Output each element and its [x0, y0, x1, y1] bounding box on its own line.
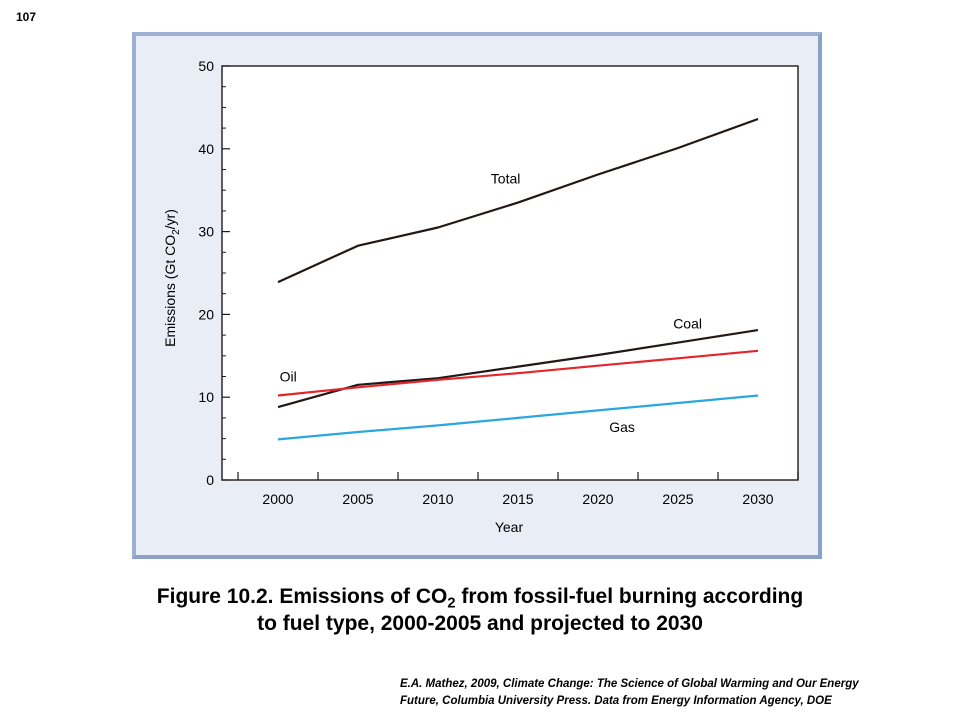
page-number: 107	[16, 10, 37, 24]
y-tick-label: 40	[198, 141, 214, 157]
x-tick-label: 2015	[502, 491, 533, 507]
series-line-oil	[277, 349, 759, 397]
series-label-gas: Gas	[609, 419, 635, 435]
x-tick-label: 2000	[262, 491, 293, 507]
x-tick-label: 2025	[662, 491, 693, 507]
figure-caption-line2: to fuel type, 2000-2005 and projected to…	[257, 612, 703, 635]
y-tick-label: 0	[206, 472, 214, 488]
source-citation-line1: E.A. Mathez, 2009, Climate Change: The S…	[400, 678, 859, 690]
series-label-oil: Oil	[280, 368, 297, 384]
y-tick-label: 50	[198, 58, 214, 74]
series-line-total	[277, 117, 759, 284]
x-tick-label: 2020	[582, 491, 613, 507]
series-label-total: Total	[491, 171, 521, 187]
y-tick-label: 30	[198, 224, 214, 240]
series-line-coal	[277, 329, 759, 409]
y-tick-label: 10	[198, 389, 214, 405]
caption-subscript: 2	[447, 595, 456, 612]
x-tick-label: 2005	[342, 491, 373, 507]
x-axis-label: Year	[495, 519, 524, 535]
plot-area	[221, 65, 799, 481]
x-tick-label: 2030	[742, 491, 773, 507]
series-line-gas	[277, 394, 759, 441]
source-citation-line2: Future, Columbia University Press. Data …	[400, 695, 832, 707]
figure-caption-line1: Figure 10.2. Emissions of CO2 from fossi…	[0, 583, 960, 617]
y-axis-label: Emissions (Gt CO2/yr)	[162, 209, 182, 347]
y-tick-label: 20	[198, 306, 214, 322]
caption-text-end: from fossil-fuel burning according	[455, 585, 804, 608]
chart-panel: 0 10 20 30 40 50 2000 2005 2010 2015 2020 2025 2030 …	[132, 32, 822, 559]
x-tick-label: 2010	[422, 491, 453, 507]
series-label-coal: Coal	[673, 315, 702, 331]
caption-text-start: Figure 10.2. Emissions of CO	[156, 585, 448, 608]
